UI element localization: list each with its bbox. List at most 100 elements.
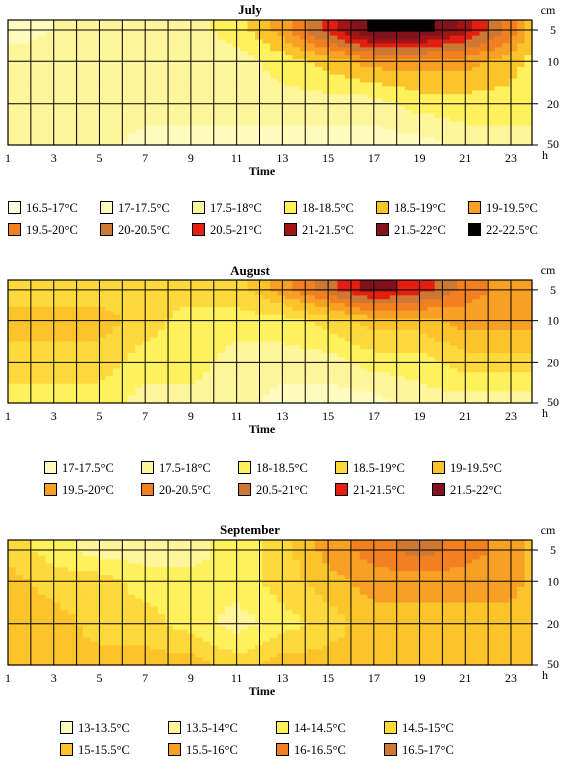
heatmap-cell bbox=[128, 295, 136, 299]
heatmap-cell bbox=[360, 560, 368, 565]
heatmap-cell bbox=[427, 345, 435, 349]
heatmap-cell bbox=[23, 330, 31, 334]
heatmap-cell bbox=[427, 102, 435, 107]
heatmap-cell bbox=[360, 544, 368, 549]
heatmap-cell bbox=[450, 391, 458, 395]
heatmap-cell bbox=[60, 292, 68, 296]
heatmap-cell bbox=[23, 32, 31, 37]
heatmap-cell bbox=[165, 71, 173, 76]
heatmap-cell bbox=[15, 63, 23, 68]
heatmap-cell bbox=[330, 83, 338, 88]
heatmap-cell bbox=[322, 94, 330, 99]
heatmap-cell bbox=[158, 284, 166, 288]
heatmap-cell bbox=[83, 94, 91, 99]
heatmap-cell bbox=[180, 295, 188, 299]
heatmap-cell bbox=[457, 368, 465, 372]
heatmap-cell bbox=[248, 36, 256, 41]
heatmap-cell bbox=[105, 20, 113, 25]
chart-title: September bbox=[220, 522, 280, 537]
heatmap-cell bbox=[60, 24, 68, 29]
heatmap-cell bbox=[480, 380, 488, 384]
heatmap-cell bbox=[292, 315, 300, 319]
heatmap-cell bbox=[322, 338, 330, 342]
heatmap-cell bbox=[15, 342, 23, 346]
heatmap-cell bbox=[128, 98, 136, 103]
heatmap-cell bbox=[420, 36, 428, 41]
heatmap-cell bbox=[472, 102, 480, 107]
heatmap-cell bbox=[525, 315, 533, 319]
heatmap-cell bbox=[450, 36, 458, 41]
heatmap-cell bbox=[90, 110, 98, 115]
heatmap-cell bbox=[352, 357, 360, 361]
heatmap-cell bbox=[472, 338, 480, 342]
heatmap-cell bbox=[188, 114, 196, 119]
heatmap-cell bbox=[285, 122, 293, 127]
heatmap-cell bbox=[120, 122, 128, 127]
heatmap-cell bbox=[465, 303, 473, 307]
heatmap-cell bbox=[375, 79, 383, 84]
heatmap-cell bbox=[15, 36, 23, 41]
heatmap-cell bbox=[420, 55, 428, 60]
heatmap-cell bbox=[105, 368, 113, 372]
heatmap-cell bbox=[270, 51, 278, 56]
heatmap-cell bbox=[45, 55, 53, 60]
heatmap-cell bbox=[120, 63, 128, 68]
heatmap-cell bbox=[435, 90, 443, 95]
heatmap-cell bbox=[150, 284, 158, 288]
heatmap-cell bbox=[525, 311, 533, 315]
heatmap-cell bbox=[45, 83, 53, 88]
heatmap-cell bbox=[68, 71, 76, 76]
heatmap-cell bbox=[195, 280, 203, 284]
heatmap-cell bbox=[128, 368, 136, 372]
heatmap-cell bbox=[307, 20, 315, 25]
heatmap-cell bbox=[352, 299, 360, 303]
heatmap-cell bbox=[105, 365, 113, 369]
heatmap-cell bbox=[165, 118, 173, 123]
heatmap-cell bbox=[263, 110, 271, 115]
heatmap-cell bbox=[345, 71, 353, 76]
heatmap-cell bbox=[128, 36, 136, 41]
heatmap-cell bbox=[420, 544, 428, 549]
heatmap-cell bbox=[180, 32, 188, 37]
heatmap-cell bbox=[195, 125, 203, 130]
heatmap-cell bbox=[128, 83, 136, 88]
heatmap-cell bbox=[472, 75, 480, 80]
heatmap-cell bbox=[203, 114, 211, 119]
heatmap-cell bbox=[420, 311, 428, 315]
heatmap-cell bbox=[442, 380, 450, 384]
heatmap-cell bbox=[15, 376, 23, 380]
heatmap-cell bbox=[165, 90, 173, 95]
heatmap-cell bbox=[465, 292, 473, 296]
heatmap-cell bbox=[375, 94, 383, 99]
heatmap-cell bbox=[173, 118, 181, 123]
heatmap-cell bbox=[188, 32, 196, 37]
heatmap-cell bbox=[90, 307, 98, 311]
heatmap-cell bbox=[525, 125, 533, 130]
heatmap-cell bbox=[442, 395, 450, 399]
heatmap-cell bbox=[322, 86, 330, 91]
heatmap-cell bbox=[435, 322, 443, 326]
heatmap-cell bbox=[23, 322, 31, 326]
heatmap-cell bbox=[517, 345, 525, 349]
heatmap-cell bbox=[285, 43, 293, 48]
heatmap-cell bbox=[360, 372, 368, 376]
heatmap-cell bbox=[270, 129, 278, 134]
heatmap-cell bbox=[450, 51, 458, 56]
heatmap-cell bbox=[8, 90, 16, 95]
heatmap-cell bbox=[195, 24, 203, 29]
heatmap-cell bbox=[68, 86, 76, 91]
heatmap-cell bbox=[68, 307, 76, 311]
heatmap-cell bbox=[195, 110, 203, 115]
heatmap-cell bbox=[68, 353, 76, 357]
heatmap-cell bbox=[457, 43, 465, 48]
heatmap-cell bbox=[203, 388, 211, 392]
heatmap-cell bbox=[248, 79, 256, 84]
heatmap-cell bbox=[502, 284, 510, 288]
heatmap-cell bbox=[427, 43, 435, 48]
heatmap-cell bbox=[502, 349, 510, 353]
heatmap-cell bbox=[322, 114, 330, 119]
heatmap-cell bbox=[360, 67, 368, 72]
heatmap-cell bbox=[292, 280, 300, 284]
heatmap-cell bbox=[165, 133, 173, 138]
